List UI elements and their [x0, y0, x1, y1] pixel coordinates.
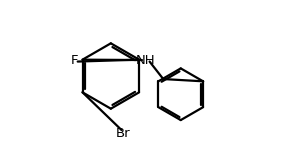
Text: F: F: [71, 54, 78, 67]
Text: Br: Br: [116, 127, 130, 140]
Text: NH: NH: [136, 54, 156, 67]
